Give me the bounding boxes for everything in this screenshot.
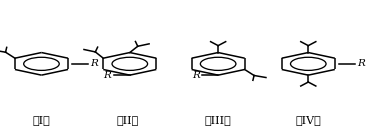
Text: （IV）: （IV）: [295, 115, 321, 125]
Text: R: R: [91, 59, 98, 68]
Text: （II）: （II）: [117, 115, 139, 125]
Text: （III）: （III）: [205, 115, 232, 125]
Text: （I）: （I）: [33, 115, 51, 125]
Text: R: R: [104, 71, 111, 80]
Text: R: R: [192, 71, 199, 80]
Text: R: R: [358, 59, 365, 68]
